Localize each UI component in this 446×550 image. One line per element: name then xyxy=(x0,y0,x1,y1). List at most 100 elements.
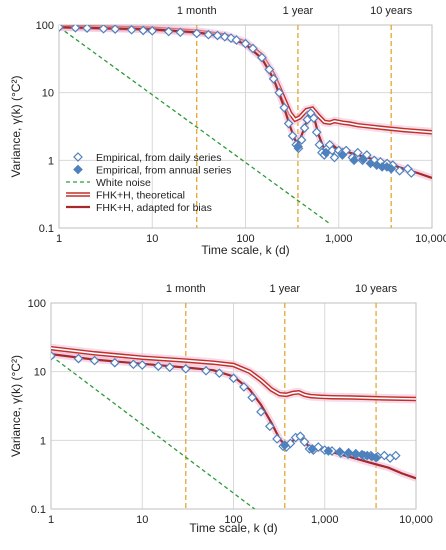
marker-label: 1 year xyxy=(270,283,301,295)
daily-point xyxy=(314,139,325,150)
annual-point xyxy=(337,150,348,160)
annual-point xyxy=(349,155,359,166)
x-tick-label: 1,000 xyxy=(311,514,339,526)
legend-label: Empirical, from annual series xyxy=(96,165,231,177)
daily-point xyxy=(110,25,120,34)
daily-point xyxy=(128,359,139,370)
legend-label: FHK+H, theoretical xyxy=(96,190,185,202)
annual-point xyxy=(293,141,303,152)
daily-point xyxy=(164,362,175,373)
plot-frame xyxy=(50,302,417,510)
annual-point xyxy=(323,446,334,456)
daily-point xyxy=(279,102,290,113)
daily-point xyxy=(214,368,225,379)
legend-symbol xyxy=(73,164,83,175)
y-axis-label: Variance, γ(k) (°C²) xyxy=(9,76,23,178)
annual-point xyxy=(334,446,345,457)
daily-point xyxy=(59,25,64,32)
annual-point xyxy=(307,444,318,454)
daily-point xyxy=(256,406,266,417)
legend-label: FHK+H, adapted for bias xyxy=(96,202,212,214)
x-tick-label: 1 xyxy=(48,514,54,526)
daily-point xyxy=(329,152,340,163)
daily-point xyxy=(247,392,257,403)
daily-point xyxy=(98,25,109,34)
daily-point xyxy=(126,25,137,35)
x-tick-label: 10,000 xyxy=(415,233,446,245)
annual-point xyxy=(358,154,368,164)
plot-frame xyxy=(58,24,433,229)
daily-point xyxy=(138,25,149,36)
y-tick-label: 100 xyxy=(28,298,46,310)
daily-point xyxy=(109,357,120,368)
y-tick-label: 0.1 xyxy=(39,223,54,235)
annual-point xyxy=(343,447,354,458)
daily-point xyxy=(228,373,239,384)
daily-point xyxy=(272,434,282,444)
annual-point xyxy=(321,147,331,158)
daily-point xyxy=(257,52,267,63)
x-axis-label: Time scale, k (d) xyxy=(201,243,289,257)
y-axis-label: Variance, γ(k) (°C²) xyxy=(9,355,23,457)
x-tick-label: 1 xyxy=(56,233,62,245)
x-tick-label: 10 xyxy=(136,514,148,526)
daily-point xyxy=(212,30,223,41)
daily-point xyxy=(283,118,294,129)
daily-point xyxy=(191,28,202,39)
white-noise-line xyxy=(51,355,256,509)
y-tick-label: 0.1 xyxy=(31,504,46,516)
daily-point xyxy=(180,363,191,374)
daily-point xyxy=(296,135,307,145)
annual-point xyxy=(386,163,397,174)
legend-label: Empirical, from daily series xyxy=(96,152,221,164)
daily-point xyxy=(137,360,148,370)
marker-label: 10 years xyxy=(370,5,413,17)
y-tick-label: 1 xyxy=(40,435,46,447)
daily-point xyxy=(175,27,186,38)
daily-point xyxy=(311,127,322,138)
y-tick-label: 10 xyxy=(34,367,46,379)
y-tick-label: 100 xyxy=(36,20,54,32)
daily-point xyxy=(231,35,242,45)
annual-point xyxy=(371,452,381,463)
annual-point xyxy=(350,448,361,459)
marker-label: 1 month xyxy=(177,5,217,17)
daily-point xyxy=(379,450,390,461)
plot-area xyxy=(51,343,416,509)
x-axis-label: Time scale, k (d) xyxy=(189,521,277,535)
daily-point xyxy=(264,64,275,75)
plot-area xyxy=(59,25,432,225)
annual-point xyxy=(279,440,290,451)
daily-point xyxy=(264,421,275,432)
daily-point xyxy=(352,147,363,158)
legend-label: White noise xyxy=(96,177,151,189)
daily-point xyxy=(73,353,84,364)
x-tick-label: 10 xyxy=(146,233,158,245)
daily-point xyxy=(248,43,258,54)
daily-point xyxy=(82,25,92,33)
daily-point xyxy=(285,438,296,449)
legend-symbol xyxy=(73,152,83,162)
marker-label: 1 year xyxy=(283,5,314,17)
daily-point xyxy=(406,168,417,178)
x-tick-label: 100 xyxy=(236,233,254,245)
daily-point xyxy=(239,382,249,392)
gridlines xyxy=(51,303,416,509)
daily-point xyxy=(89,355,100,366)
y-tick-label: 1 xyxy=(48,155,54,167)
daily-point xyxy=(268,74,279,84)
daily-point xyxy=(274,87,285,98)
daily-point xyxy=(70,25,81,33)
daily-point xyxy=(295,431,306,442)
daily-point xyxy=(287,131,298,141)
daily-point xyxy=(219,31,230,42)
daily-point xyxy=(299,123,310,133)
x-tick-label: 1,000 xyxy=(325,233,353,245)
daily-point xyxy=(313,442,324,452)
daily-point xyxy=(203,29,214,40)
daily-point xyxy=(308,113,319,124)
